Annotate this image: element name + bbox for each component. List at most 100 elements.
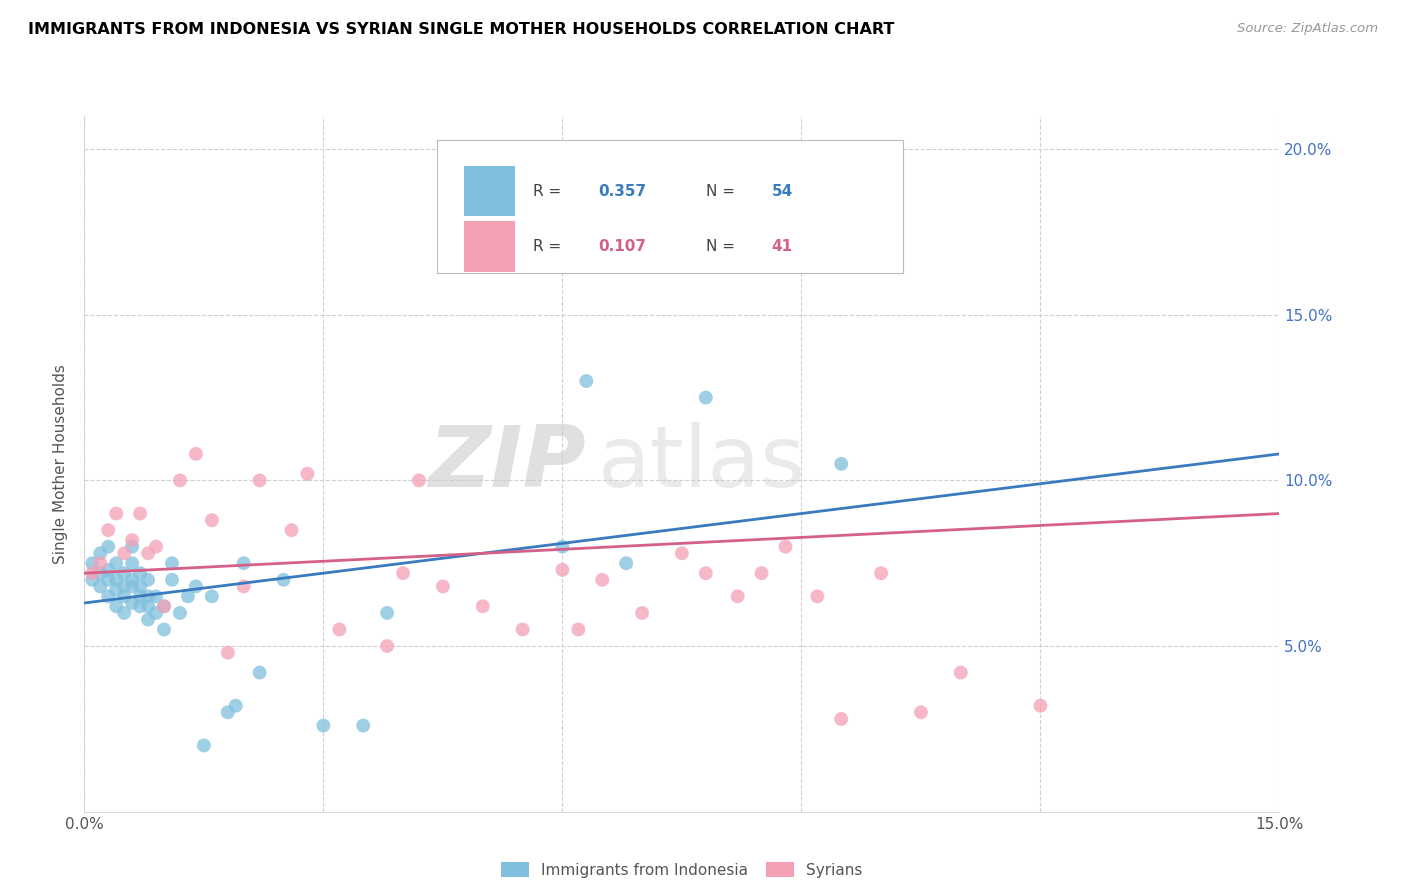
Point: [193, 739, 215, 753]
Point: [280, 523, 302, 537]
Point: [121, 540, 143, 554]
Text: 54: 54: [772, 184, 793, 199]
Point: [129, 566, 152, 581]
Point: [169, 606, 191, 620]
Point: [575, 374, 598, 388]
Point: [217, 646, 239, 660]
Point: [160, 556, 183, 570]
Point: [949, 665, 972, 680]
Point: [105, 556, 128, 570]
Point: [806, 590, 828, 604]
Point: [232, 579, 254, 593]
Point: [614, 556, 637, 570]
Point: [567, 623, 589, 637]
Point: [201, 590, 224, 604]
Point: [217, 706, 239, 720]
Point: [591, 573, 613, 587]
Point: [249, 665, 271, 680]
Point: [82, 573, 104, 587]
Point: [153, 599, 176, 614]
Point: [232, 556, 254, 570]
Text: atlas: atlas: [599, 422, 806, 506]
Point: [225, 698, 247, 713]
Point: [160, 573, 183, 587]
Point: [328, 623, 350, 637]
Point: [727, 590, 749, 604]
Point: [153, 623, 176, 637]
Point: [89, 566, 111, 581]
Point: [136, 599, 159, 614]
Point: [392, 566, 415, 581]
Point: [551, 540, 574, 554]
Point: [89, 556, 111, 570]
Point: [695, 391, 717, 405]
FancyBboxPatch shape: [437, 140, 903, 273]
Point: [830, 712, 852, 726]
FancyBboxPatch shape: [464, 221, 515, 271]
Point: [408, 474, 430, 488]
Point: [121, 579, 143, 593]
Point: [695, 566, 717, 581]
Point: [169, 474, 191, 488]
Point: [105, 573, 128, 587]
Point: [775, 540, 797, 554]
Point: [830, 457, 852, 471]
Point: [312, 718, 335, 732]
Point: [375, 639, 398, 653]
Point: [121, 556, 143, 570]
Point: [105, 599, 128, 614]
Point: [631, 606, 654, 620]
Point: [352, 718, 374, 732]
FancyBboxPatch shape: [464, 166, 515, 217]
Point: [145, 606, 167, 620]
Text: 0.107: 0.107: [599, 239, 647, 254]
Point: [97, 563, 120, 577]
Point: [671, 546, 693, 560]
Point: [136, 546, 159, 560]
Point: [121, 596, 143, 610]
Text: 41: 41: [772, 239, 793, 254]
Point: [184, 579, 207, 593]
Text: IMMIGRANTS FROM INDONESIA VS SYRIAN SINGLE MOTHER HOUSEHOLDS CORRELATION CHART: IMMIGRANTS FROM INDONESIA VS SYRIAN SING…: [28, 22, 894, 37]
Point: [89, 579, 111, 593]
Point: [121, 573, 143, 587]
Point: [551, 563, 574, 577]
Text: ZIP: ZIP: [429, 422, 586, 506]
Point: [129, 507, 152, 521]
Point: [870, 566, 893, 581]
Text: N =: N =: [706, 239, 740, 254]
Point: [471, 599, 494, 614]
Point: [97, 523, 120, 537]
Text: 0.357: 0.357: [599, 184, 647, 199]
Text: N =: N =: [706, 184, 740, 199]
Point: [112, 566, 135, 581]
Point: [1029, 698, 1052, 713]
Point: [105, 582, 128, 597]
Point: [129, 590, 152, 604]
Point: [751, 566, 773, 581]
Point: [273, 573, 295, 587]
Point: [112, 546, 135, 560]
Point: [89, 546, 111, 560]
Point: [375, 606, 398, 620]
Point: [145, 540, 167, 554]
Point: [201, 513, 224, 527]
Point: [297, 467, 319, 481]
Point: [112, 606, 135, 620]
Point: [97, 590, 120, 604]
Point: [97, 573, 120, 587]
Legend: Immigrants from Indonesia, Syrians: Immigrants from Indonesia, Syrians: [495, 856, 869, 884]
Point: [82, 556, 104, 570]
Point: [136, 613, 159, 627]
Point: [112, 579, 135, 593]
Point: [512, 623, 534, 637]
Point: [129, 579, 152, 593]
Point: [112, 590, 135, 604]
Point: [121, 533, 143, 547]
Point: [129, 599, 152, 614]
Point: [145, 590, 167, 604]
Point: [105, 507, 128, 521]
Point: [97, 540, 120, 554]
Y-axis label: Single Mother Households: Single Mother Households: [53, 364, 69, 564]
Text: R =: R =: [533, 184, 565, 199]
